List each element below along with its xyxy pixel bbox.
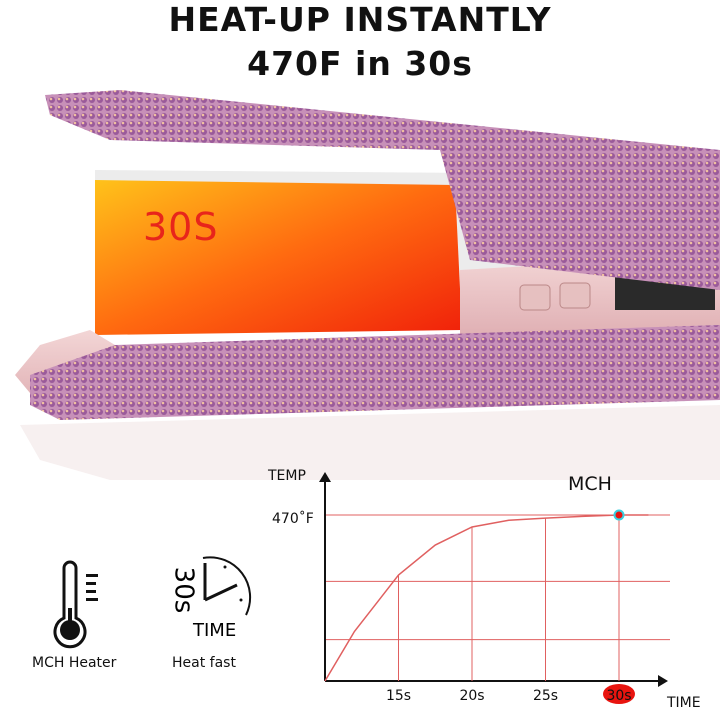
x-tick-label-30s: 30s — [606, 688, 631, 704]
clock-icon-time: TIME — [193, 620, 237, 641]
marker-30s — [613, 509, 625, 521]
y-axis-arrow — [319, 472, 331, 482]
upper-arm — [45, 90, 720, 290]
y-axis-label: TEMP — [267, 468, 306, 484]
x-axis-arrow — [658, 675, 668, 687]
x-axis-label: TIME — [666, 695, 701, 710]
heat-zone — [95, 180, 462, 335]
thermometer-icon — [53, 560, 98, 649]
y-tick-470: 470˚F — [272, 510, 314, 527]
x-tick-label-15s: 15s — [386, 688, 411, 704]
temperature-curve — [324, 514, 649, 682]
x-tick-highlight — [603, 684, 635, 704]
lower-arm — [30, 325, 720, 420]
clock-icon — [202, 556, 252, 616]
minus-button — [519, 284, 551, 311]
headline-line2: 470F in 30s — [247, 44, 473, 83]
x-tick-label-25s: 25s — [533, 688, 558, 704]
headline-line1: HEAT-UP INSTANTLY — [168, 0, 552, 39]
heat-label: 30S — [143, 205, 219, 249]
plus-button — [559, 282, 591, 309]
feature-label-heat-fast: Heat fast — [172, 655, 236, 671]
reflection — [20, 405, 720, 480]
feature-label-mch-heater: MCH Heater — [32, 655, 117, 671]
x-tick-label-20s: 20s — [459, 688, 484, 704]
chart-title: MCH — [568, 473, 612, 495]
